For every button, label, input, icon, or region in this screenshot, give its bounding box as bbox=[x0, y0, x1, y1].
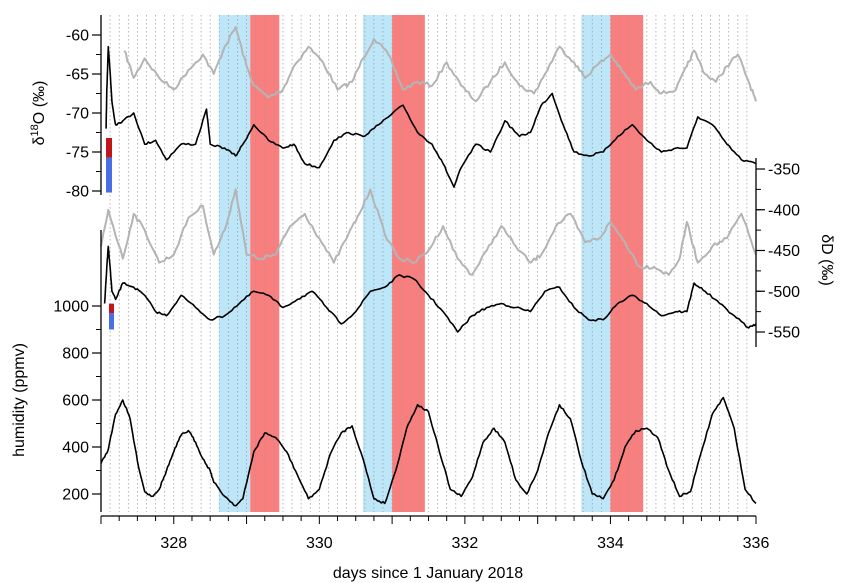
series-layer bbox=[100, 26, 757, 507]
humidity-y-tick-label-3: 800 bbox=[62, 346, 89, 363]
x-tick-label-1: 330 bbox=[306, 535, 333, 552]
humidity-y-tick-label-4: 1000 bbox=[53, 299, 89, 316]
highlight-band-5 bbox=[610, 15, 644, 512]
d18O-series-black-1 bbox=[105, 45, 757, 188]
d18o-axis-title-rest: O (‰) bbox=[31, 81, 48, 125]
dD-y-tick-label-3: -500 bbox=[768, 284, 800, 301]
indicator-blue-1 bbox=[109, 313, 114, 330]
d18O-y-tick-label-3: -75 bbox=[66, 145, 89, 162]
highlight-band-3 bbox=[392, 15, 425, 512]
dD-series-gray-0 bbox=[100, 188, 757, 276]
d18O-y-tick-label-0: -60 bbox=[66, 28, 89, 45]
dD-y-tick-label-2: -450 bbox=[768, 243, 800, 260]
indicator-red-1 bbox=[109, 303, 114, 314]
humidity-y-tick-label-0: 200 bbox=[62, 487, 89, 504]
d18o-axis-title: δ18O (‰) bbox=[29, 81, 48, 146]
dd-axis-title: δD (‰) bbox=[818, 234, 835, 286]
x-tick-label-0: 328 bbox=[160, 535, 187, 552]
highlight-band-2 bbox=[363, 15, 393, 512]
dD-y-tick-label-0: -350 bbox=[768, 162, 800, 179]
d18O-y-tick-label-1: -65 bbox=[66, 67, 89, 84]
indicator-blue-0 bbox=[106, 157, 112, 193]
dD-y-tick-label-4: -550 bbox=[768, 325, 800, 342]
dD-y-tick-label-1: -400 bbox=[768, 202, 800, 219]
humidity-series-black-0 bbox=[100, 396, 757, 507]
vertical-gridlines bbox=[109, 15, 748, 512]
x-axis-title: days since 1 January 2018 bbox=[333, 565, 523, 582]
axis-titles: days since 1 January 2018 δ18O (‰) δD (‰… bbox=[11, 81, 835, 582]
x-tick-label-4: 336 bbox=[743, 535, 770, 552]
d18O-y-tick-label-2: -70 bbox=[66, 106, 89, 123]
d18o-axis-title-sup: 18 bbox=[29, 124, 41, 136]
indicator-bars bbox=[106, 137, 114, 330]
axes-layer: 328 330 332 334 336 -60 -65 -70 -75 -80 -350 -400 -4… bbox=[53, 15, 800, 552]
indicator-red-0 bbox=[106, 137, 112, 158]
x-tick-label-2: 332 bbox=[452, 535, 479, 552]
highlight-band-4 bbox=[581, 15, 611, 512]
dD-series-black-1 bbox=[103, 245, 757, 333]
d18O-y-tick-label-4: -80 bbox=[66, 184, 89, 201]
x-tick-label-3: 334 bbox=[597, 535, 624, 552]
d18o-axis-title-delta: δ bbox=[31, 136, 48, 145]
d18O-series-gray-0 bbox=[123, 26, 757, 103]
humidity-y-tick-label-2: 600 bbox=[62, 393, 89, 410]
humidity-y-tick-label-1: 400 bbox=[62, 440, 89, 457]
humidity-axis-title: humidity (ppmv) bbox=[11, 343, 28, 457]
highlight-band-0 bbox=[218, 15, 251, 512]
